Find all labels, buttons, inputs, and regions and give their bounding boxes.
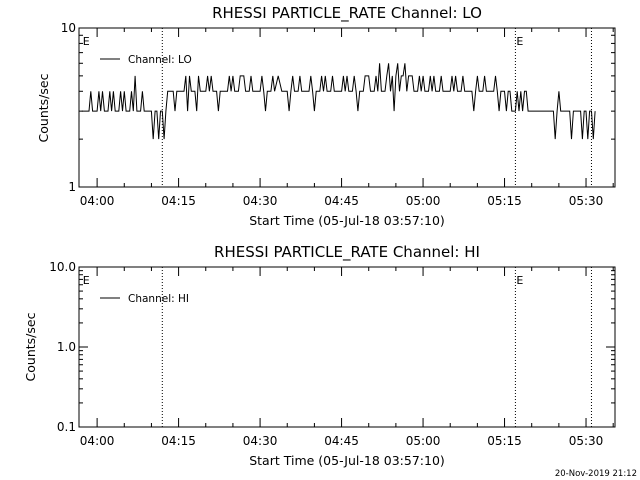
event-marker-label: E: [516, 274, 523, 287]
plot-frame: [78, 266, 616, 428]
x-tick-label: 04:30: [243, 194, 278, 208]
panel-lo: RHESSI PARTICLE_RATE Channel: LO 04:00 04:…: [36, 4, 616, 228]
x-tick-label: 05:15: [487, 434, 522, 448]
y-tick-label: 0.1: [57, 420, 76, 434]
x-tick-label: 05:30: [569, 194, 604, 208]
x-tick-label: 04:45: [324, 434, 359, 448]
x-tick-label: 05:00: [406, 434, 441, 448]
panel-hi: RHESSI PARTICLE_RATE Channel: HI 04:00 04:…: [23, 243, 616, 468]
x-tick-label: 04:15: [161, 434, 196, 448]
event-marker-label: E: [83, 35, 90, 48]
y-axis-label: Counts/sec: [36, 73, 51, 142]
x-tick-label: 04:15: [161, 194, 196, 208]
x-tick-label: 05:30: [569, 434, 604, 448]
x-tick-label: 04:00: [80, 194, 115, 208]
chart-title: RHESSI PARTICLE_RATE Channel: LO: [212, 4, 482, 23]
chart-title: RHESSI PARTICLE_RATE Channel: HI: [214, 243, 480, 262]
legend-entry: Channel: LO: [128, 54, 192, 66]
y-tick-label: 1.0: [57, 340, 76, 354]
x-axis-label: Start Time (05-Jul-18 03:57:10): [249, 453, 445, 468]
x-tick-label: 04:30: [243, 434, 278, 448]
series-line: [81, 63, 596, 140]
plot-timestamp: 20-Nov-2019 21:12: [555, 469, 637, 479]
x-tick-label: 04:45: [324, 194, 359, 208]
y-axis-label: Counts/sec: [23, 312, 38, 381]
x-tick-label: 05:15: [487, 194, 522, 208]
x-tick-label: 05:00: [406, 194, 441, 208]
x-tick-label: 04:00: [80, 434, 115, 448]
plot-frame: [78, 27, 616, 188]
x-axis-label: Start Time (05-Jul-18 03:57:10): [249, 213, 445, 228]
y-tick-label: 10: [61, 21, 76, 35]
y-tick-label: 10.0: [49, 260, 76, 274]
y-tick-label: 1: [68, 180, 76, 194]
event-marker-label: E: [83, 274, 90, 287]
legend-entry: Channel: HI: [128, 293, 189, 305]
event-marker-label: E: [516, 35, 523, 48]
